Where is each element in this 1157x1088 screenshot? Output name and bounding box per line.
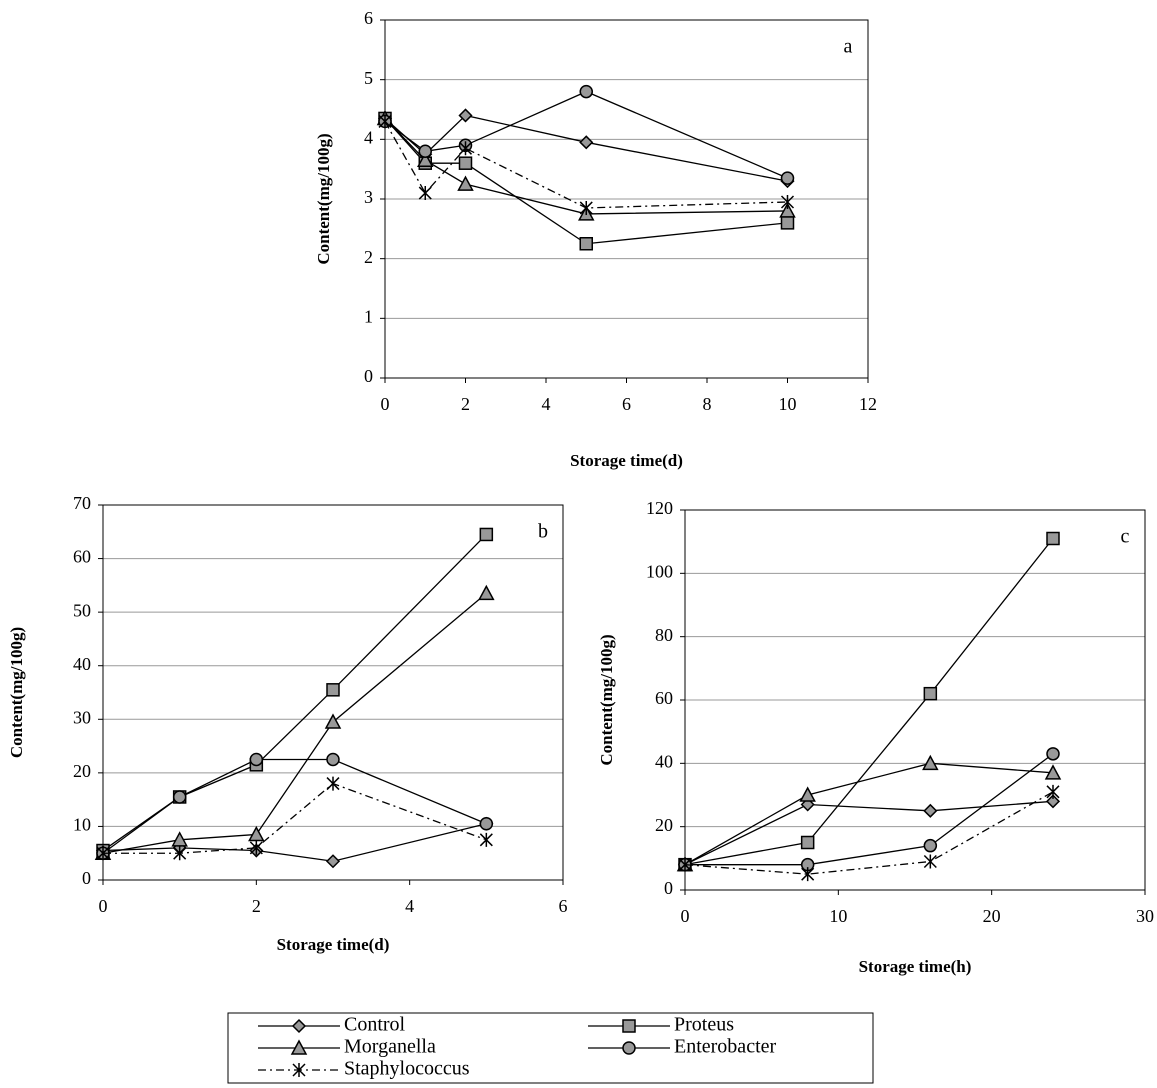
marker — [327, 753, 339, 765]
marker — [419, 186, 431, 200]
x-tick-label: 4 — [405, 896, 414, 916]
marker — [327, 684, 339, 696]
series-line — [685, 763, 1053, 864]
y-tick-label: 80 — [655, 625, 673, 645]
legend-label: Morganella — [344, 1036, 436, 1058]
marker — [326, 715, 340, 728]
marker — [924, 855, 936, 869]
y-tick-label: 0 — [364, 366, 373, 386]
x-tick-label: 8 — [703, 394, 712, 414]
series-line — [103, 534, 486, 850]
y-tick-label: 40 — [655, 751, 673, 771]
marker — [480, 528, 492, 540]
legend-label: Control — [344, 1014, 406, 1036]
y-tick-label: 0 — [82, 868, 91, 888]
legend-marker — [623, 1020, 635, 1032]
series-line — [385, 118, 788, 213]
marker — [782, 172, 794, 184]
marker — [924, 840, 936, 852]
y-tick-label: 60 — [655, 688, 673, 708]
y-tick-label: 3 — [364, 187, 373, 207]
x-tick-label: 2 — [252, 896, 261, 916]
legend-label: Enterobacter — [674, 1036, 776, 1058]
marker — [327, 855, 339, 867]
x-axis-label: Storage time(d) — [277, 935, 390, 954]
marker — [924, 688, 936, 700]
legend-marker — [623, 1042, 635, 1054]
marker — [174, 791, 186, 803]
y-tick-label: 4 — [364, 127, 373, 147]
marker — [250, 753, 262, 765]
x-tick-label: 4 — [542, 394, 551, 414]
marker — [1047, 785, 1059, 799]
x-tick-label: 0 — [381, 394, 390, 414]
legend-label: Staphylococcus — [344, 1058, 470, 1080]
y-tick-label: 5 — [364, 68, 373, 88]
y-axis-label: Content(mg/100g) — [597, 634, 616, 765]
y-tick-label: 50 — [73, 600, 91, 620]
marker — [801, 788, 815, 801]
x-tick-label: 12 — [859, 394, 877, 414]
series-line — [685, 754, 1053, 865]
marker — [480, 818, 492, 830]
panel-label: c — [1121, 526, 1130, 548]
marker — [580, 238, 592, 250]
y-tick-label: 120 — [646, 498, 673, 518]
series-line — [103, 759, 486, 853]
legend-label: Proteus — [674, 1014, 734, 1036]
y-tick-label: 70 — [73, 493, 91, 513]
marker — [480, 833, 492, 847]
marker — [459, 177, 473, 190]
x-tick-label: 0 — [681, 906, 690, 926]
y-tick-label: 40 — [73, 654, 91, 674]
panel-label: a — [844, 36, 853, 58]
series-line — [103, 824, 486, 862]
marker — [327, 777, 339, 791]
y-tick-label: 20 — [73, 761, 91, 781]
y-tick-label: 60 — [73, 547, 91, 567]
marker — [782, 217, 794, 229]
x-tick-label: 20 — [983, 906, 1001, 926]
y-tick-label: 30 — [73, 707, 91, 727]
y-axis-label: Content(mg/100g) — [7, 627, 26, 758]
marker — [924, 805, 936, 817]
y-tick-label: 10 — [73, 815, 91, 835]
marker — [1047, 533, 1059, 545]
x-tick-label: 0 — [99, 896, 108, 916]
x-tick-label: 6 — [559, 896, 568, 916]
y-tick-label: 20 — [655, 815, 673, 835]
x-axis-label: Storage time(d) — [570, 451, 683, 470]
figure: 0123456024681012aStorage time(d)Content(… — [0, 0, 1157, 1088]
y-tick-label: 1 — [364, 306, 373, 326]
x-tick-label: 10 — [829, 906, 847, 926]
x-axis-label: Storage time(h) — [859, 957, 972, 976]
series-line — [685, 539, 1053, 865]
marker — [802, 837, 814, 849]
page: {"chart_data": [ {"type": "line", "annot… — [0, 0, 1157, 1088]
x-tick-label: 2 — [461, 394, 470, 414]
y-tick-label: 100 — [646, 561, 673, 581]
y-axis-label: Content(mg/100g) — [314, 133, 333, 264]
panel-label: b — [538, 521, 548, 543]
marker — [580, 86, 592, 98]
y-tick-label: 2 — [364, 247, 373, 267]
legend-marker — [293, 1020, 305, 1032]
y-tick-label: 0 — [664, 878, 673, 898]
marker — [580, 136, 592, 148]
marker — [479, 586, 493, 599]
x-tick-label: 30 — [1136, 906, 1154, 926]
marker — [249, 827, 263, 840]
marker — [1047, 748, 1059, 760]
marker — [460, 157, 472, 169]
series-line — [103, 593, 486, 853]
marker — [580, 201, 592, 215]
y-tick-label: 6 — [364, 8, 373, 28]
x-tick-label: 6 — [622, 394, 631, 414]
marker — [419, 145, 431, 157]
x-tick-label: 10 — [779, 394, 797, 414]
